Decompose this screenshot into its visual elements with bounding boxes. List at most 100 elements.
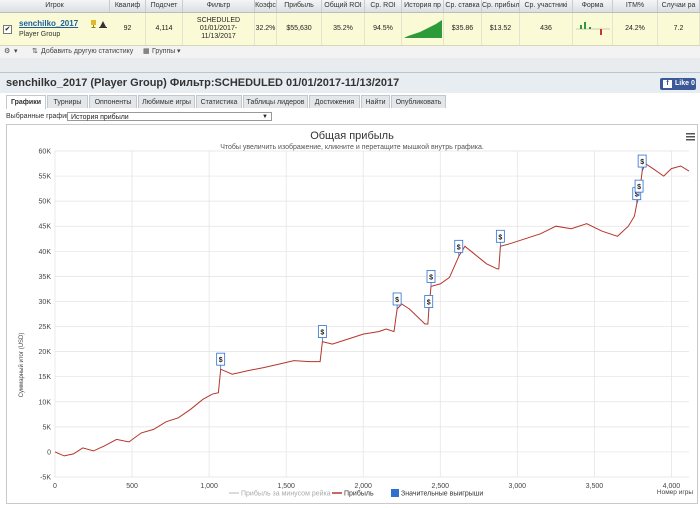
y-tick-label: 5K <box>42 424 51 431</box>
big-win-flag <box>317 325 327 338</box>
cell-coef: 32.2% <box>255 13 277 45</box>
settings-icon[interactable]: ⚙ <box>4 48 11 55</box>
big-win-marker[interactable]: $ <box>216 352 226 370</box>
trophy-icon <box>91 20 96 28</box>
col-itm[interactable]: ITM% <box>613 0 658 12</box>
y-tick-label: 0 <box>47 449 51 456</box>
big-win-marker[interactable]: $ <box>637 154 647 172</box>
col-avg-roi[interactable]: Ср. ROI <box>365 0 402 12</box>
y-tick-label: 50K <box>39 199 52 206</box>
x-tick-label: 500 <box>126 483 138 490</box>
y-tick-label: 60K <box>39 149 52 156</box>
chart-select[interactable]: История прибыли ▼ <box>67 112 272 121</box>
col-avg-stake[interactable]: Ср. ставка <box>444 0 482 12</box>
add-stats-link[interactable]: Добавить другую статистику <box>41 48 134 55</box>
badge-icons <box>91 20 107 28</box>
table-row[interactable]: ✔ senchilko_2017 Player Group 92 4,114 S… <box>0 13 700 46</box>
cell-itm: 24.2% <box>613 13 658 45</box>
facebook-like-button[interactable]: f Like 0 <box>660 78 696 90</box>
col-avg-profit[interactable]: Ср. прибыл <box>482 0 520 12</box>
dollar-icon: $ <box>320 330 324 337</box>
big-win-flag <box>634 179 644 193</box>
col-cases[interactable]: Случаи ра <box>658 0 700 12</box>
col-coef[interactable]: Коэфс <box>255 0 277 12</box>
big-win-flag <box>495 229 505 243</box>
stats-table-header: Игрок Квалиф Подсчет Фильтр Коэфс Прибыл… <box>0 0 700 13</box>
tab-achievements[interactable]: Достижения <box>309 95 360 108</box>
y-tick-label: 15K <box>39 374 52 381</box>
player-name-link[interactable]: senchilko_2017 <box>19 19 79 28</box>
form-chart <box>575 22 610 35</box>
big-win-marker[interactable]: $ <box>495 229 505 247</box>
col-profit[interactable]: Прибыль <box>277 0 322 12</box>
filter-line-3: 11/13/2017 <box>201 33 236 40</box>
big-win-marker[interactable]: $ <box>454 239 464 257</box>
cell-avg-stake: $35.86 <box>444 13 482 45</box>
legend-wins-label[interactable]: Значительные выигрыши <box>401 491 483 498</box>
chart-title: Общая прибыль <box>310 130 394 142</box>
x-tick-label: 2,000 <box>354 483 372 490</box>
legend-wins-swatch <box>391 489 399 497</box>
x-tick-label: 1,000 <box>200 483 218 490</box>
chart-menu-icon[interactable] <box>686 133 695 141</box>
col-filter[interactable]: Фильтр <box>183 0 255 12</box>
x-axis-label: Номер игры <box>657 489 693 496</box>
dollar-icon: $ <box>219 357 223 364</box>
chart-subtitle: Чтобы увеличить изображение, кликните и … <box>220 143 484 151</box>
cell-cases: 7.2 <box>658 13 700 45</box>
panel-title: senchilko_2017 (Player Group) Фильтр:SCH… <box>6 77 400 89</box>
col-qualif[interactable]: Квалиф <box>110 0 146 12</box>
y-tick-label: 35K <box>39 274 52 281</box>
x-tick-label: 1,500 <box>277 483 295 490</box>
big-win-flag <box>426 270 436 283</box>
tab-find[interactable]: Найти <box>361 95 390 108</box>
tab-favorite-games[interactable]: Любимые игры <box>138 95 195 108</box>
cell-avg-entrants: 436 <box>520 13 573 45</box>
groups-caret-icon[interactable]: ▾ <box>177 48 181 55</box>
cell-profit: $55,630 <box>277 13 322 45</box>
tab-leaderboards[interactable]: Таблицы лидеров <box>243 95 308 108</box>
big-win-flag <box>454 239 464 253</box>
cell-history-sparkline <box>402 13 444 45</box>
chart-container[interactable]: Общая прибыль Чтобы увеличить изображени… <box>6 124 698 504</box>
col-history[interactable]: История пр <box>402 0 444 12</box>
dollar-icon: $ <box>498 234 502 241</box>
tab-publish[interactable]: Опубликовать <box>391 95 446 108</box>
dollar-icon: $ <box>429 274 433 281</box>
big-win-marker[interactable]: $ <box>426 270 436 287</box>
col-form[interactable]: Форма <box>573 0 613 12</box>
y-tick-label: 25K <box>39 324 52 331</box>
tab-tournaments[interactable]: Турниры <box>47 95 88 108</box>
col-count[interactable]: Подсчет <box>146 0 183 12</box>
chevron-down-icon: ▼ <box>262 114 268 120</box>
big-win-flag <box>637 154 647 168</box>
y-tick-label: 20K <box>39 349 52 356</box>
cell-filter: SCHEDULED 01/01/2017- 11/13/2017 <box>183 13 255 45</box>
col-player[interactable]: Игрок <box>0 0 110 12</box>
y-tick-label: 10K <box>39 399 52 406</box>
big-win-marker[interactable]: $ <box>317 325 327 342</box>
cell-avg-roi: 94.5% <box>365 13 402 45</box>
cell-total-roi: 35.2% <box>322 13 365 45</box>
col-total-roi[interactable]: Общий ROI <box>322 0 365 12</box>
tab-opponents[interactable]: Оппоненты <box>89 95 137 108</box>
dropdown-caret-icon[interactable]: ▾ <box>14 48 18 55</box>
dollar-icon: $ <box>640 159 644 166</box>
groups-link[interactable]: Группы <box>152 48 176 55</box>
big-win-marker[interactable]: $ <box>634 179 644 197</box>
x-tick-label: 0 <box>53 483 57 490</box>
col-avg-entrants[interactable]: Ср. участникі <box>520 0 573 12</box>
profit-chart[interactable]: Общая прибыль Чтобы увеличить изображени… <box>7 125 697 503</box>
big-win-marker[interactable]: $ <box>424 295 434 312</box>
y-tick-label: 30K <box>39 299 52 306</box>
row-checkbox[interactable]: ✔ <box>3 25 12 34</box>
filter-line-2: 01/01/2017- <box>199 25 238 32</box>
x-tick-label: 2,500 <box>432 483 450 490</box>
cell-avg-profit: $13.52 <box>482 13 520 45</box>
legend-rake-label[interactable]: Прибыль за минусом рейка <box>241 490 331 498</box>
tab-statistics[interactable]: Статистика <box>196 95 242 108</box>
tab-charts[interactable]: Графики <box>6 95 46 109</box>
groups-icon: ▦ <box>143 48 150 55</box>
big-win-marker[interactable]: $ <box>392 292 402 309</box>
legend-profit-label[interactable]: Прибыль <box>344 490 374 498</box>
